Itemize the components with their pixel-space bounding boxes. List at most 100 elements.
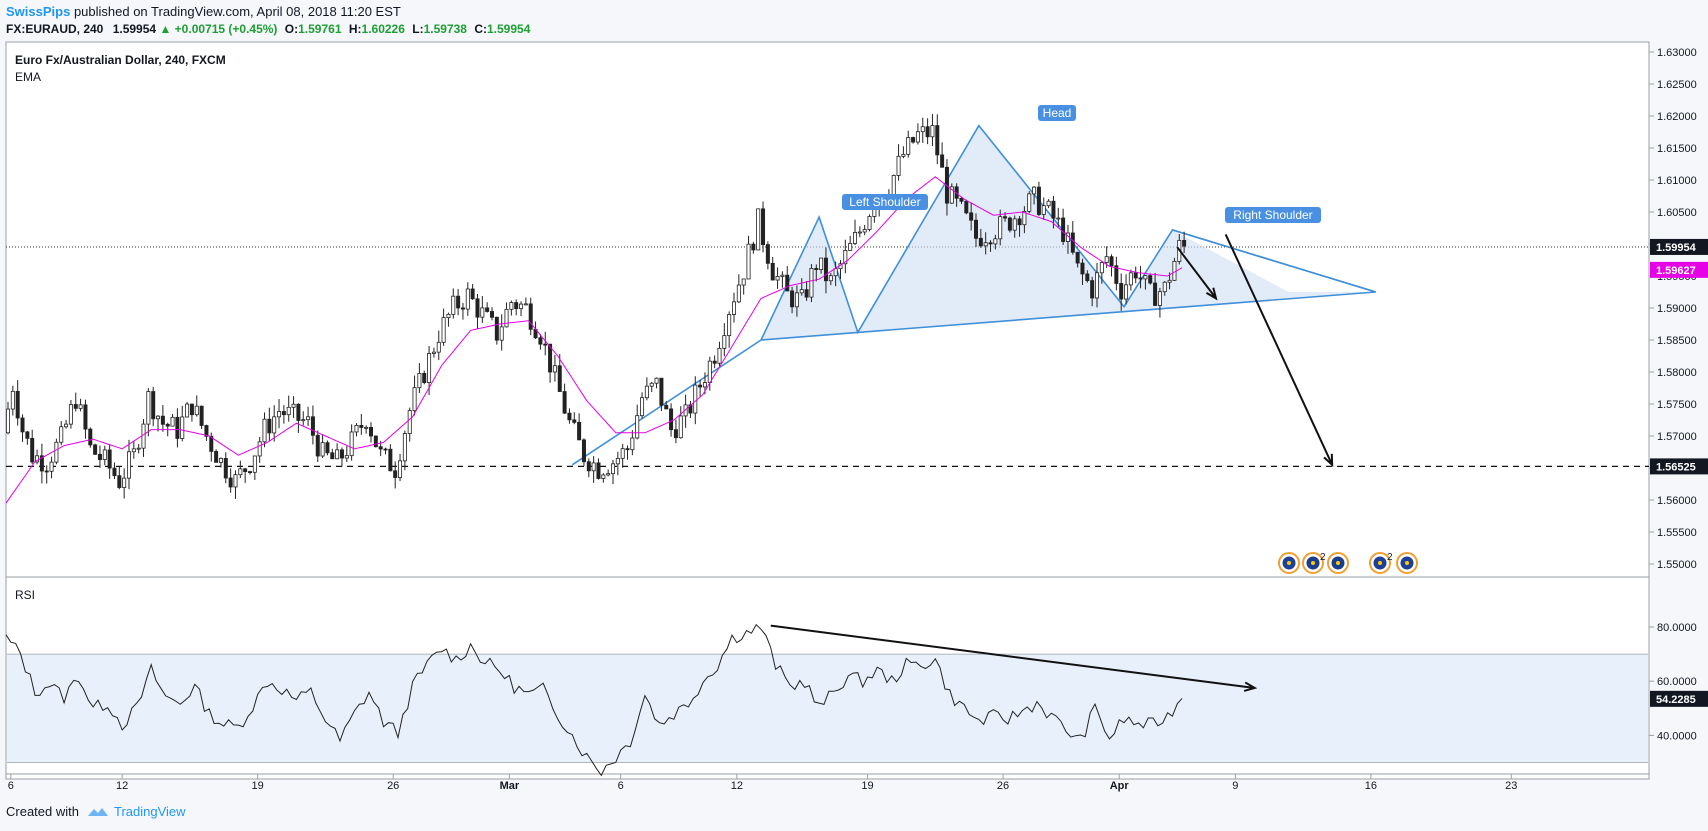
candle <box>475 293 480 329</box>
event-flag-icon[interactable] <box>1278 552 1300 574</box>
event-flag-icon[interactable] <box>1369 552 1391 574</box>
candle <box>712 355 717 369</box>
indicator-label[interactable]: EMA <box>15 70 41 84</box>
candle <box>170 413 175 427</box>
candle <box>93 443 98 455</box>
candle <box>1046 199 1051 209</box>
price-value: 1.59954 <box>112 22 157 36</box>
candle <box>1153 272 1158 306</box>
price-pane[interactable]: Left Shoulder Head Right Shoulder 2 2 <box>5 105 1649 574</box>
candle <box>194 395 199 417</box>
candle <box>1114 256 1119 291</box>
event-flag-icon[interactable] <box>1327 552 1349 574</box>
change-value: ▲ +0.00715 (+0.45%) <box>159 22 280 36</box>
candle <box>601 473 606 483</box>
target-projection-arrow[interactable] <box>1224 233 1334 468</box>
short-projection-arrow[interactable] <box>1176 246 1218 301</box>
candle <box>344 446 349 462</box>
candle <box>354 423 359 437</box>
candle <box>247 470 252 475</box>
candle <box>456 289 461 316</box>
published-text: published on TradingView.com, April 08, … <box>73 4 401 19</box>
candle <box>160 405 165 432</box>
candle <box>693 376 698 425</box>
time-tick-label: 19 <box>861 780 873 792</box>
candle <box>988 240 993 252</box>
pattern-fill[interactable] <box>761 125 1376 340</box>
candle <box>373 435 378 448</box>
tradingview-link[interactable]: TradingView <box>87 804 186 819</box>
last-price-badge: 1.59954 <box>1650 238 1708 255</box>
event-flag-icon[interactable] <box>1396 552 1418 574</box>
candle <box>635 404 640 440</box>
pattern-label[interactable]: Head <box>1038 105 1076 121</box>
rsi-divergence-arrow[interactable] <box>770 624 1258 692</box>
candle <box>339 447 344 467</box>
price-tick-label: 1.56000 <box>1657 495 1697 507</box>
symbol-quote: FX:EURAUD, 240 1.59954 ▲ +0.00715 (+0.45… <box>6 22 530 36</box>
candle <box>1017 215 1022 237</box>
event-count-badge: 2 <box>1320 552 1326 563</box>
rsi-line[interactable] <box>5 623 1183 777</box>
candle <box>364 425 369 434</box>
candle <box>54 438 59 465</box>
pattern-label[interactable]: Right Shoulder <box>1225 207 1321 223</box>
candle <box>117 466 122 490</box>
event-count-badge: 2 <box>1387 552 1393 563</box>
pattern-leg[interactable] <box>1172 229 1376 293</box>
time-tick-label: 26 <box>997 780 1009 792</box>
candle <box>906 130 911 158</box>
candle <box>799 278 804 296</box>
price-tick-label: 1.63000 <box>1657 47 1697 59</box>
close-value: 1.59954 <box>486 22 531 36</box>
time-tick-label: 19 <box>252 780 264 792</box>
candle <box>431 347 436 358</box>
candle <box>664 401 669 410</box>
footer: Created with TradingView <box>6 804 186 819</box>
candle <box>228 468 233 493</box>
time-tick-label: 6 <box>8 780 14 792</box>
candle <box>1090 276 1095 307</box>
candle <box>1007 216 1012 233</box>
candle <box>673 419 678 444</box>
candle <box>349 424 354 461</box>
candle <box>422 370 427 385</box>
time-tick-label: Mar <box>500 780 520 792</box>
candle <box>698 380 703 398</box>
candle <box>1157 287 1162 318</box>
price-tick-label: 1.55000 <box>1657 559 1697 571</box>
price-tick-label: 1.61000 <box>1657 175 1697 187</box>
up-triangle-icon: ▲ <box>159 22 172 36</box>
candle <box>567 408 572 424</box>
event-flag-icon[interactable] <box>1302 552 1324 574</box>
candle <box>489 307 494 321</box>
candle <box>925 118 930 145</box>
candle <box>107 444 112 479</box>
candle <box>156 415 161 432</box>
candle <box>39 443 44 484</box>
neckline[interactable] <box>760 291 1376 341</box>
rsi-title[interactable]: RSI <box>15 588 35 602</box>
candle <box>1080 258 1085 285</box>
candle <box>727 311 732 348</box>
publisher-name[interactable]: SwissPips <box>6 4 71 19</box>
candle <box>388 444 393 472</box>
candle <box>189 403 194 422</box>
pattern-label[interactable]: Left Shoulder <box>842 194 928 210</box>
candle <box>112 462 117 480</box>
candle <box>1182 231 1187 254</box>
candle <box>761 201 766 253</box>
price-tick-label: 1.62500 <box>1657 79 1697 91</box>
candle <box>1085 270 1090 283</box>
high-label: H: <box>348 22 362 36</box>
candle <box>97 445 102 468</box>
candle <box>509 300 514 316</box>
candle <box>393 461 398 489</box>
rsi-pane[interactable] <box>5 623 1648 777</box>
time-tick-label: 26 <box>387 780 399 792</box>
candle <box>315 430 320 462</box>
candle <box>301 411 306 426</box>
chart-title: Euro Fx/Australian Dollar, 240, FXCM <box>15 53 226 67</box>
ema-line[interactable] <box>5 176 1183 504</box>
